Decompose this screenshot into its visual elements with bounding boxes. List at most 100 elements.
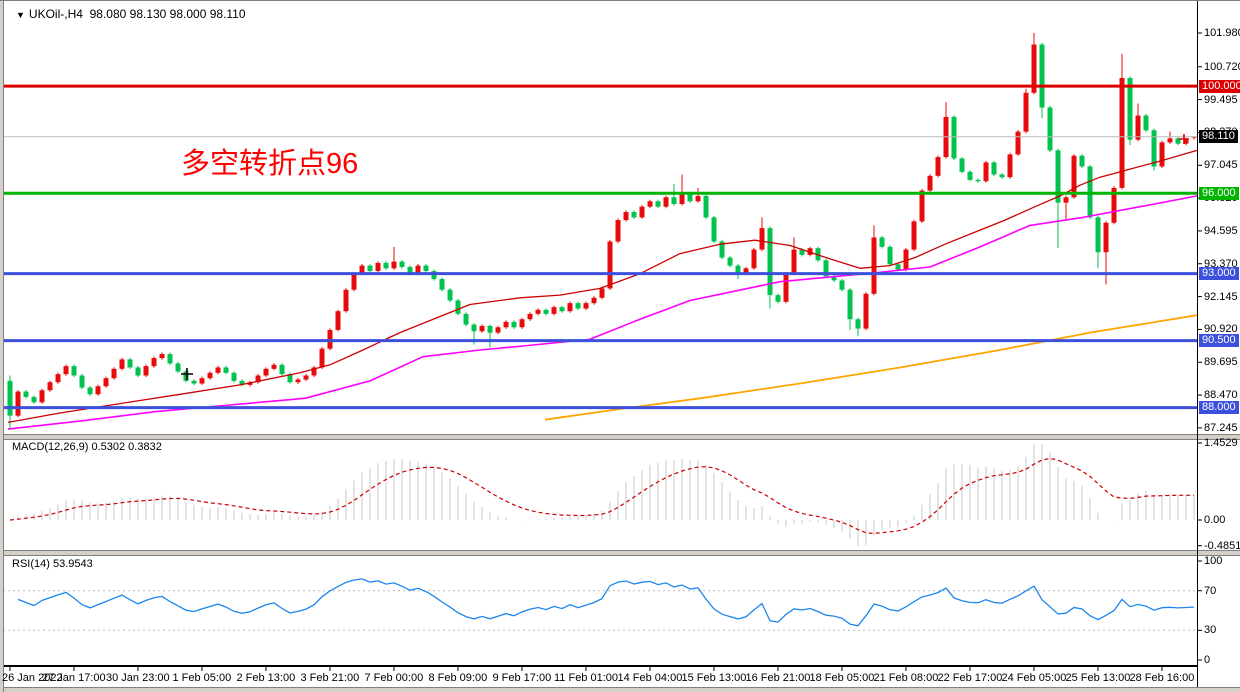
candle-body[interactable] [375,262,381,271]
candle-body[interactable] [719,241,725,258]
candle-body[interactable] [919,190,925,222]
candle-body[interactable] [1023,92,1029,132]
candle-body[interactable] [535,309,541,314]
price-level-badge[interactable]: 96.000 [1199,186,1239,200]
candle-body[interactable] [1007,154,1013,178]
candle-body[interactable] [1063,197,1069,203]
candle-body[interactable] [1079,155,1085,167]
candle-body[interactable] [695,195,701,202]
candle-body[interactable] [239,380,245,385]
ma-slow-orange-line[interactable] [544,314,1198,421]
ma-mid-magenta-line[interactable] [7,195,1198,430]
candle-body[interactable] [887,246,893,265]
candle-body[interactable] [1103,222,1109,253]
price-level-badge[interactable]: 90.500 [1199,334,1239,348]
candle-body[interactable] [959,158,965,172]
candle-body[interactable] [351,273,357,290]
candle-body[interactable] [167,354,173,364]
candle-body[interactable] [671,197,677,204]
candle-body[interactable] [879,237,885,247]
trend-annotation-text[interactable]: 多空转折点96 [181,148,359,180]
candle-body[interactable] [1111,187,1117,223]
candle-body[interactable] [415,265,421,274]
candle-body[interactable] [567,303,573,312]
candle-body[interactable] [511,321,517,328]
candle-body[interactable] [207,372,213,379]
candle-body[interactable] [1095,217,1101,253]
candle-body[interactable] [791,249,797,274]
candle-body[interactable] [823,260,829,277]
candle-body[interactable] [135,367,141,376]
candle-body[interactable] [63,366,69,375]
candle-body[interactable] [15,391,21,416]
candle-body[interactable] [743,268,749,274]
candle-body[interactable] [999,174,1005,178]
candle-body[interactable] [23,391,29,397]
candle-body[interactable] [447,289,453,301]
candle-body[interactable] [735,265,741,274]
candle-body[interactable] [591,297,597,304]
candle-body[interactable] [559,307,565,312]
candle-body[interactable] [783,273,789,302]
candle-body[interactable] [383,262,389,269]
candle-body[interactable] [503,321,509,328]
price-level-badge[interactable]: 88.000 [1199,401,1239,415]
candle-body[interactable] [839,280,845,290]
candle-body[interactable] [1047,107,1053,151]
candle-body[interactable] [343,289,349,312]
candle-body[interactable] [263,368,269,376]
candle-body[interactable] [1055,150,1061,203]
candle-body[interactable] [111,368,117,379]
candle-body[interactable] [927,175,933,191]
candle-body[interactable] [631,212,637,218]
candle-body[interactable] [831,276,837,281]
candle-body[interactable] [551,307,557,314]
candle-body[interactable] [143,366,149,376]
candle-body[interactable] [1071,155,1077,198]
price-level-badge[interactable]: 100.000 [1199,79,1240,93]
candle-body[interactable] [679,194,685,204]
candle-body[interactable] [751,249,757,269]
candle-body[interactable] [655,201,661,207]
candle-body[interactable] [215,367,221,373]
candle-body[interactable] [255,375,261,383]
candle-body[interactable] [95,386,101,395]
candle-body[interactable] [647,201,653,207]
crosshair-cursor-icon[interactable] [181,368,193,380]
collapse-triangle-icon[interactable]: ▼ [16,10,25,20]
ma-fast-red-line[interactable] [7,149,1198,424]
candle-body[interactable] [935,157,941,176]
candle-body[interactable] [335,311,341,330]
candle-body[interactable] [399,261,405,267]
candle-body[interactable] [423,265,429,271]
candle-body[interactable] [607,241,613,289]
candle-body[interactable] [367,265,373,271]
candle-body[interactable] [295,379,301,383]
candle-body[interactable] [847,289,853,320]
candle-body[interactable] [319,348,325,368]
candle-body[interactable] [407,266,413,274]
price-level-badge[interactable]: 93.000 [1199,267,1239,281]
candle-body[interactable] [863,293,869,329]
candle-body[interactable] [615,220,621,242]
candle-body[interactable] [471,324,477,332]
candle-body[interactable] [975,179,981,182]
price-level-badge[interactable]: 98.110 [1199,130,1238,144]
candle-body[interactable] [767,228,773,296]
candle-body[interactable] [1015,131,1021,155]
candle-body[interactable] [575,303,581,309]
candle-body[interactable] [439,279,445,290]
candle-body[interactable] [799,249,805,255]
candle-body[interactable] [951,116,957,159]
candle-body[interactable] [703,195,709,218]
panel-splitter-rsi[interactable] [0,550,1240,556]
candle-body[interactable] [1183,139,1189,144]
candle-body[interactable] [311,367,317,376]
candle-body[interactable] [1151,130,1157,167]
candle-body[interactable] [271,364,277,369]
candle-body[interactable] [71,366,77,376]
candle-body[interactable] [711,217,717,242]
candle-body[interactable] [991,162,997,175]
candle-body[interactable] [495,327,501,333]
candle-body[interactable] [727,257,733,266]
